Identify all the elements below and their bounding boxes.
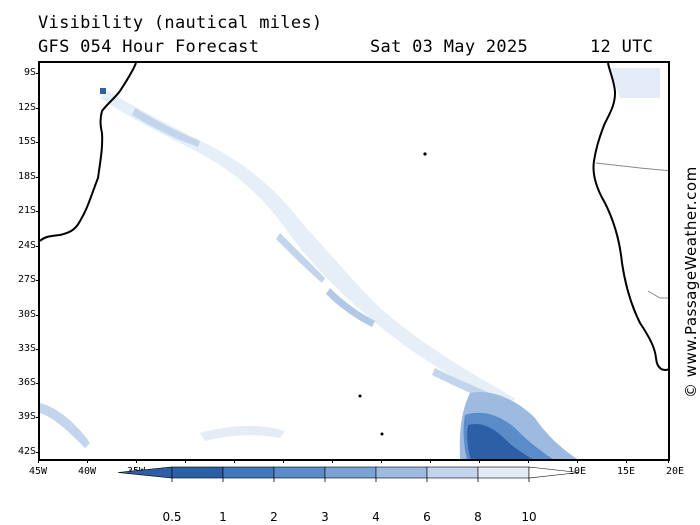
lon-tick <box>577 459 578 463</box>
africa-coast <box>592 63 668 371</box>
lon-label: 40W <box>77 466 97 477</box>
watermark-text: © www.PassageWeather.com <box>682 166 700 398</box>
lat-label: 33S <box>17 343 36 354</box>
colorbar-label: 0.5 <box>162 510 182 524</box>
lon-tick <box>332 459 333 463</box>
lon-label: 20E <box>665 466 685 477</box>
lon-tick <box>234 459 235 463</box>
island-saint-helena <box>423 152 427 156</box>
lon-tick <box>381 459 382 463</box>
lat-label: 36S <box>17 377 36 388</box>
visibility-map <box>38 61 670 461</box>
lon-label: 15E <box>616 466 636 477</box>
island-tristan <box>358 394 362 398</box>
colorbar-segment <box>324 466 377 479</box>
lat-label: 21S <box>17 205 36 216</box>
watermark: © www.PassageWeather.com <box>680 150 700 400</box>
colorbar-segment <box>426 466 479 479</box>
colorbar-label: 1 <box>219 510 227 524</box>
lon-tick <box>283 459 284 463</box>
colorbar-segment <box>273 466 326 479</box>
visibility-shading <box>40 68 660 459</box>
south-america-coast <box>40 63 137 242</box>
lat-label: 39S <box>17 411 36 422</box>
lat-label: 30S <box>17 309 36 320</box>
lon-tick <box>185 459 186 463</box>
lon-tick <box>626 459 627 463</box>
lon-tick <box>38 459 39 463</box>
colorbar-label: 8 <box>474 510 482 524</box>
colorbar-segment <box>375 466 428 479</box>
colorbar <box>118 466 580 482</box>
lon-label: 45W <box>28 466 48 477</box>
chart-title: Visibility (nautical miles) <box>38 13 323 33</box>
colorbar-label: 2 <box>270 510 278 524</box>
lon-tick <box>87 459 88 463</box>
lon-tick <box>668 459 669 463</box>
map-canvas <box>40 63 668 459</box>
lat-label: 9S <box>23 67 36 78</box>
colorbar-label: 4 <box>372 510 380 524</box>
colorbar-segment <box>222 466 275 479</box>
colorbar-segment <box>477 466 530 479</box>
lon-tick <box>479 459 480 463</box>
colorbar-label: 3 <box>321 510 329 524</box>
forecast-label: GFS 054 Hour Forecast <box>38 37 260 57</box>
colorbar-low-end <box>118 466 173 479</box>
lat-label: 42S <box>17 446 36 457</box>
lon-tick <box>430 459 431 463</box>
lat-label: 24S <box>17 240 36 251</box>
lon-tick <box>528 459 529 463</box>
lon-label: 10E <box>567 466 587 477</box>
lat-label: 18S <box>17 171 36 182</box>
low-visibility-cell <box>100 88 106 94</box>
island-gough <box>380 432 384 436</box>
forecast-time: 12 UTC <box>590 37 654 57</box>
country-borders <box>595 162 668 299</box>
lat-label: 27S <box>17 274 36 285</box>
lon-tick <box>136 459 137 463</box>
lat-label: 12S <box>17 102 36 113</box>
colorbar-label: 6 <box>423 510 431 524</box>
islands <box>358 152 427 436</box>
colorbar-high-end <box>528 466 580 479</box>
lat-label: 15S <box>17 136 36 147</box>
forecast-date: Sat 03 May 2025 <box>370 37 529 57</box>
colorbar-segment <box>171 466 224 479</box>
colorbar-label: 10 <box>521 510 537 524</box>
